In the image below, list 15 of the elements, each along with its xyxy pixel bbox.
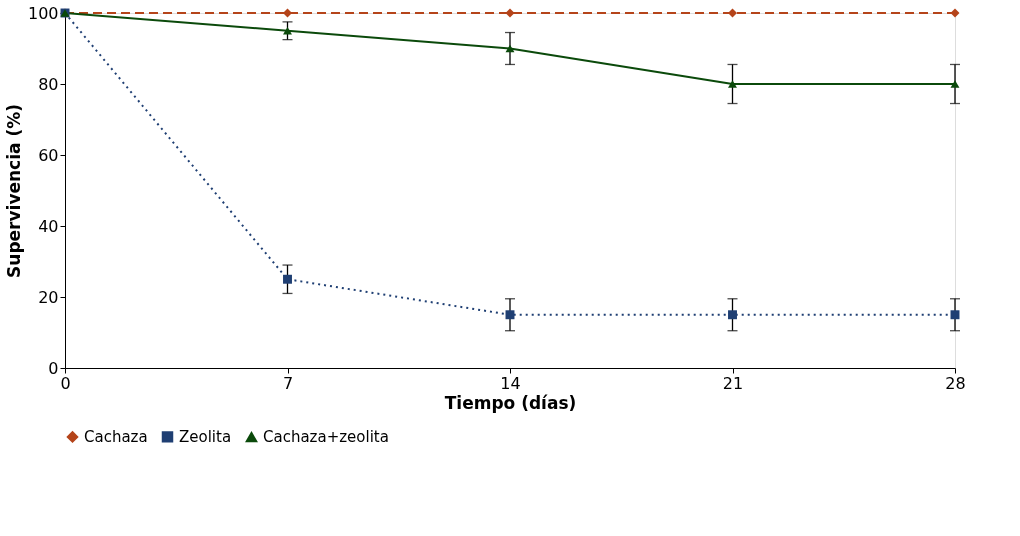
y-axis-title: Supervivencia (%)	[3, 104, 24, 278]
y-tick-label: 0	[48, 358, 59, 378]
x-axis-title: Tiempo (días)	[444, 392, 577, 413]
x-tick-label: 7	[282, 373, 294, 393]
y-tick-label: 100	[27, 3, 59, 23]
y-tick-label: 80	[38, 74, 59, 94]
y-tick-label: 40	[38, 216, 59, 236]
x-tick-label: 28	[945, 373, 966, 393]
legend-label: Cachaza+zeolita	[263, 428, 389, 447]
y-tick-label: 60	[38, 145, 59, 165]
legend-label: Cachaza	[84, 427, 148, 446]
legend-label: Zeolita	[179, 427, 232, 446]
y-tick-label: 20	[38, 287, 59, 307]
x-tick-label: 21	[722, 373, 744, 393]
x-tick-label: 14	[500, 373, 521, 393]
